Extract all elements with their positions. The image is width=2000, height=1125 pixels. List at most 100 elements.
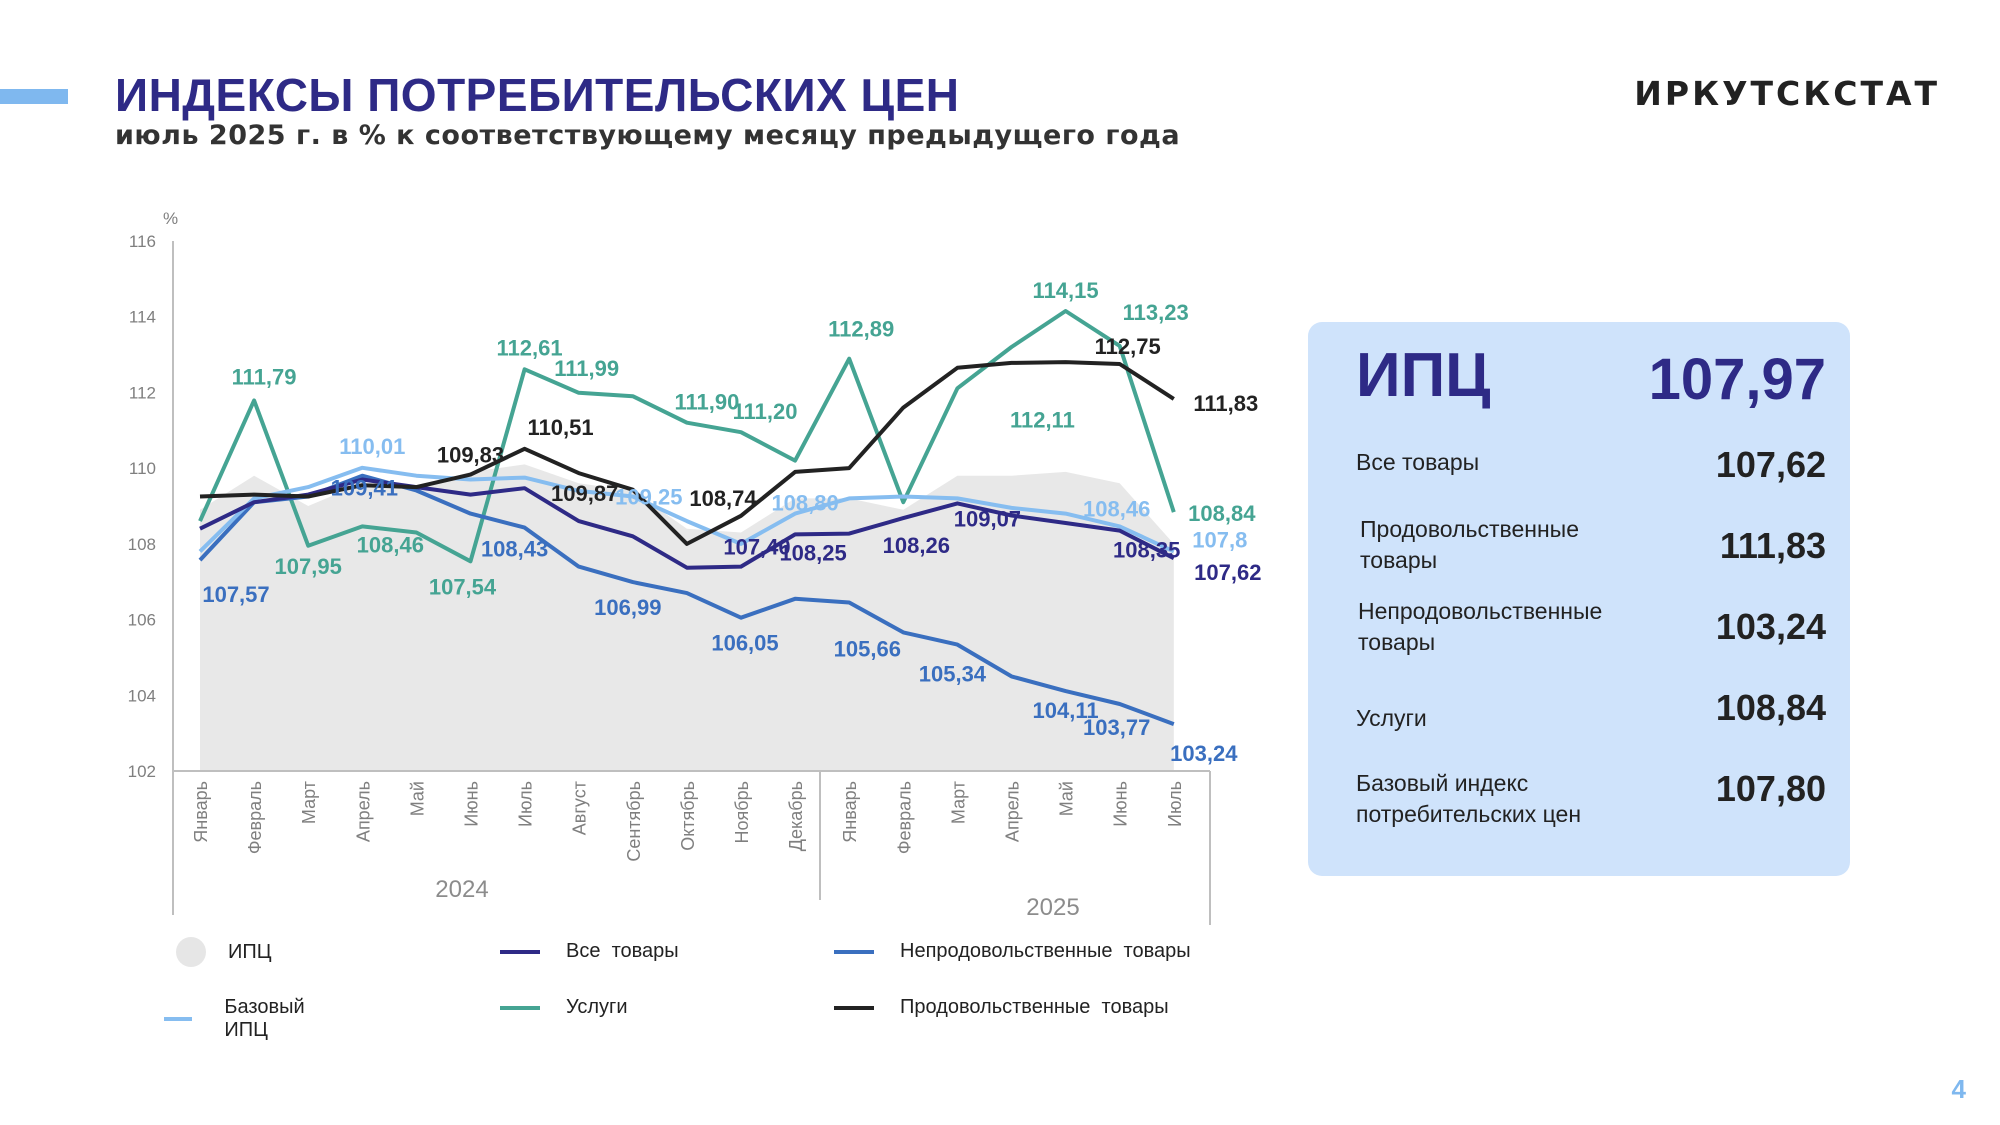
data-label-services: 112,61 [497,335,563,360]
x-tick-label: Апрель [1003,781,1023,842]
summary-title-label: ИПЦ [1356,341,1491,410]
data-label-nonfood: 105,34 [919,662,987,687]
x-tick-label: Март [948,781,968,824]
legend-item-services: Услуги [500,996,628,1019]
data-label-services: 114,15 [1033,278,1099,303]
x-tick-label: Январь [840,781,860,843]
legend-label: Все товары [566,940,679,962]
summary-row-value: 111,83 [1719,525,1826,566]
data-label-base: 107,8 [1192,527,1247,552]
data-label-all_goods: 108,35 [1113,538,1180,563]
data-label-nonfood: 103,77 [1083,715,1150,740]
legend-swatch [500,949,540,954]
legend-swatch [834,1005,874,1010]
y-tick-label: 116 [129,232,156,251]
year-label: 2024 [435,876,488,903]
y-tick-label: 102 [128,762,156,781]
summary-row-value: 103,24 [1715,606,1826,647]
legend-swatch [834,949,874,954]
legend-item-cpi: ИПЦ [174,937,272,967]
series-line-food [199,360,1175,546]
data-label-services: 107,95 [275,554,342,579]
legend-label: Базовый ИПЦ [224,996,305,1041]
summary-panel: ИПЦ 107,97 Все товары 107,62 Продовольст… [1308,322,1850,876]
x-tick-label: Май [1057,781,1077,816]
data-label-services: 111,90 [674,390,739,415]
x-tick-label: Август [570,781,590,835]
data-label-all_goods: 108,26 [883,533,950,558]
series-line-nonfood [198,473,1175,726]
data-label-services: 111,20 [733,399,798,424]
legend-label: ИПЦ [228,940,272,963]
data-label-nonfood: 103,24 [1170,741,1238,766]
data-label-services: 111,79 [232,364,297,389]
data-label-base: 110,01 [339,434,405,459]
data-label-services: 112,11 [1010,407,1075,432]
legend-item-all-goods: Все товары [500,940,679,963]
data-label-services: 108,84 [1188,501,1256,526]
summary-row-value: 108,84 [1715,687,1826,728]
year-label: 2025 [1026,894,1079,921]
summary-row-label: Продовольственные товары [1360,516,1579,573]
data-label-food: 110,51 [528,415,594,440]
data-label-nonfood: 106,99 [594,595,661,620]
data-label-base: 108,46 [1083,496,1150,521]
data-label-nonfood: 106,05 [711,631,778,656]
x-tick-label: Январь [191,781,211,843]
x-tick-label: Ноябрь [732,781,752,843]
x-tick-label: Сентябрь [624,781,644,862]
data-label-all_goods: 109,07 [954,506,1021,531]
summary-row-label: Все товары [1356,449,1480,475]
data-label-services: 112,89 [828,317,894,342]
x-tick-label: Февраль [894,781,914,854]
x-tick-label: Октябрь [678,781,698,851]
data-label-services: 113,23 [1123,300,1189,325]
data-label-base: 108,80 [771,491,838,516]
data-label-nonfood: 104,11 [1033,698,1099,723]
page-number: 4 [1951,1074,1966,1104]
data-label-nonfood: 108,43 [481,537,548,562]
y-tick-label: 104 [128,686,156,705]
x-tick-label: Февраль [245,781,265,854]
data-label-all_goods: 107,62 [1194,560,1261,585]
data-label-base: 109,25 [615,485,682,510]
series-line-services [198,309,1176,564]
cpi-area [200,464,1174,771]
legend-swatch [164,1017,193,1021]
data-label-services: 111,99 [554,356,619,381]
legend-label: Услуги [566,996,628,1018]
y-tick-label: 110 [129,459,156,478]
legend-label: Продовольственные товары [900,996,1169,1018]
data-label-services: 107,54 [429,574,497,599]
summary-row-label: Базовый индекс потребительских цен [1356,770,1582,827]
y-tick-label: 106 [128,611,156,630]
legend-item-nonfood: Непродовольственные товары [834,940,1191,963]
data-label-services: 108,46 [357,532,424,557]
legend-swatch [500,1005,540,1010]
data-label-all_goods: 107,40 [723,535,790,560]
data-label-nonfood: 109,41 [331,476,398,501]
y-tick-label: 112 [129,383,156,402]
series-line-base [198,465,1175,554]
summary-title-value: 107,97 [1648,347,1826,412]
legend-item-base: Базовый ИПЦ [164,996,316,1042]
summary-row-label: Непродовольственные товары [1358,598,1603,655]
summary-row-value: 107,80 [1715,768,1826,809]
data-label-food: 112,75 [1095,334,1161,359]
data-label-nonfood: 107,57 [202,582,269,607]
x-tick-label: Май [407,781,427,816]
legend-item-food: Продовольственные товары [834,996,1169,1019]
data-label-food: 108,74 [689,486,757,511]
x-tick-label: Июль [516,781,536,827]
legend-swatch [176,937,206,967]
header-accent-bar [0,89,68,104]
series-line-all_goods [199,477,1175,570]
data-label-food: 109,83 [437,443,504,468]
brand-logo: ИРКУТСКСТАТ [1634,74,1940,113]
legend-label: Непродовольственные товары [900,940,1191,962]
summary-row-label: Услуги [1356,705,1427,731]
x-tick-label: Июль [1165,781,1185,827]
y-tick-label: 114 [129,308,156,327]
data-label-all_goods: 108,25 [779,540,846,565]
